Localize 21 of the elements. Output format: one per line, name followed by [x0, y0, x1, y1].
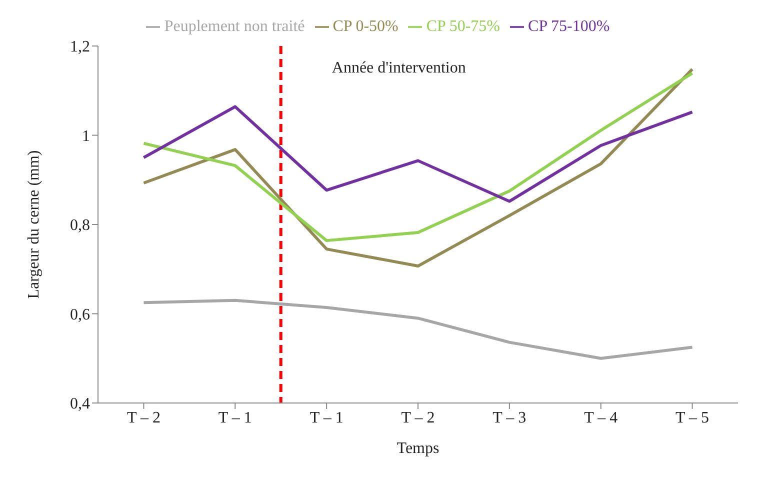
annotation: Année d'intervention	[332, 59, 466, 76]
legend-label: CP 75-100%	[528, 18, 610, 35]
y-tick-label: 1	[82, 128, 90, 145]
y-tick-label: 0,6	[70, 306, 90, 324]
x-axis-title: Temps	[396, 440, 440, 457]
x-tick-label: T – 4	[584, 409, 618, 426]
y-tick-label: 0,8	[70, 217, 90, 234]
x-tick-label: T – 2	[126, 409, 160, 426]
x-tick-label: T – 3	[492, 409, 526, 426]
y-axis-title: Largeur du cerne (mm)	[26, 150, 43, 299]
y-tick-label: 0,4	[70, 396, 90, 413]
y-tick-label: 1,2	[70, 38, 90, 56]
x-tick-label: T – 2	[401, 409, 435, 426]
x-tick-label: T – 5	[676, 409, 710, 426]
legend-label: Peuplement non traité	[164, 18, 305, 35]
line-series	[142, 298, 694, 360]
x-tick-label: T – 1	[310, 409, 344, 426]
legend-label: CP 0-50%	[332, 18, 398, 35]
x-tick-label: T – 1	[218, 409, 252, 426]
legend-label: CP 50-75%	[426, 18, 500, 35]
line-series	[142, 105, 694, 203]
